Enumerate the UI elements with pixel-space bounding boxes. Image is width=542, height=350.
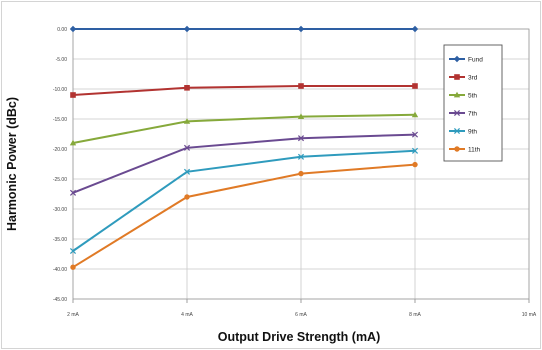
legend-label: 9th	[468, 128, 477, 135]
legend: Fund 3rd 5th 7th 9th 11th	[443, 44, 503, 162]
y-axis-title: Harmonic Power (dBc)	[5, 97, 19, 231]
data-point-stroke	[183, 144, 191, 151]
y-tick-label: -10.00	[53, 87, 67, 93]
legend-label: 11th	[468, 146, 481, 153]
data-point	[412, 161, 418, 168]
legend-label: 7th	[468, 110, 477, 117]
data-point	[453, 55, 461, 63]
legend-label: 5th	[468, 92, 477, 99]
data-point	[183, 25, 191, 33]
series-line	[72, 133, 416, 194]
x-tick-label: 6 mA	[295, 312, 307, 318]
legend-label: Fund	[468, 56, 483, 63]
data-point	[453, 91, 461, 98]
series-line	[72, 113, 416, 144]
data-point	[69, 139, 77, 146]
y-tick-label: 0.00	[57, 27, 67, 33]
x-axis-title: Output Drive Strength (mA)	[218, 330, 381, 344]
data-point	[184, 194, 190, 200]
data-point-stroke	[297, 153, 305, 160]
data-point	[70, 264, 76, 270]
data-point	[297, 135, 305, 142]
series-11th	[70, 161, 418, 270]
data-point-stroke	[411, 147, 419, 154]
grid	[72, 28, 530, 303]
x-tick-label: 2 mA	[67, 312, 79, 318]
y-tick-label: -40.00	[53, 267, 67, 273]
data-point-stroke	[453, 127, 461, 135]
data-point	[411, 25, 419, 33]
y-tick-label: -15.00	[53, 117, 67, 123]
series-line	[72, 163, 416, 269]
y-tick-label: -45.00	[53, 297, 67, 303]
data-point	[298, 83, 304, 89]
data-point	[412, 83, 418, 89]
data-point	[298, 170, 304, 177]
data-point	[69, 189, 77, 196]
data-point-stroke	[69, 247, 77, 255]
data-point	[454, 74, 460, 80]
data-point	[183, 168, 191, 175]
data-point	[69, 247, 77, 255]
series-3rd	[70, 83, 418, 98]
data-point	[454, 146, 460, 152]
data-point	[411, 111, 419, 118]
series-9th	[69, 147, 419, 255]
series-line	[72, 149, 416, 252]
data-point-stroke	[453, 109, 461, 117]
legend-item: Fund	[449, 55, 483, 63]
data-point	[184, 85, 190, 91]
y-tick-label: -35.00	[53, 237, 67, 243]
y-tick-label: -25.00	[53, 177, 67, 183]
series-line	[72, 85, 415, 96]
legend-item: 5th	[449, 91, 477, 99]
data-point	[453, 127, 461, 135]
data-point	[453, 109, 461, 117]
series-fund	[69, 25, 419, 33]
x-tick-label: 10 mA	[522, 312, 537, 318]
data-point	[70, 92, 76, 98]
series-lines	[69, 25, 419, 270]
data-point-stroke	[69, 189, 77, 196]
tick-labels: 0.00 -5.00 -10.00 -15.00 -20.00 -25.00 -30.00 -…	[53, 27, 537, 318]
data-point	[297, 113, 305, 119]
data-point-stroke	[411, 131, 419, 138]
data-point	[69, 25, 77, 33]
legend-box	[443, 44, 503, 162]
data-point-stroke	[297, 135, 305, 142]
legend-label: 3rd	[468, 74, 478, 81]
data-point	[183, 144, 191, 151]
x-tick-label: 4 mA	[181, 312, 193, 318]
legend-item: 3rd	[449, 74, 478, 81]
y-tick-label: -30.00	[53, 207, 67, 213]
y-tick-label: -5.00	[56, 57, 68, 63]
y-tick-label: -20.00	[53, 147, 67, 153]
legend-item: 7th	[449, 109, 477, 117]
series-5th	[69, 111, 419, 146]
legend-item: 11th	[449, 146, 481, 153]
data-point-stroke	[183, 168, 191, 175]
data-point	[411, 147, 419, 154]
x-tick-label: 8 mA	[409, 312, 421, 318]
data-point	[183, 118, 191, 124]
series-7th	[69, 131, 419, 196]
data-point	[411, 131, 419, 138]
legend-item: 9th	[449, 127, 477, 135]
data-point	[297, 25, 305, 33]
data-point	[297, 153, 305, 160]
